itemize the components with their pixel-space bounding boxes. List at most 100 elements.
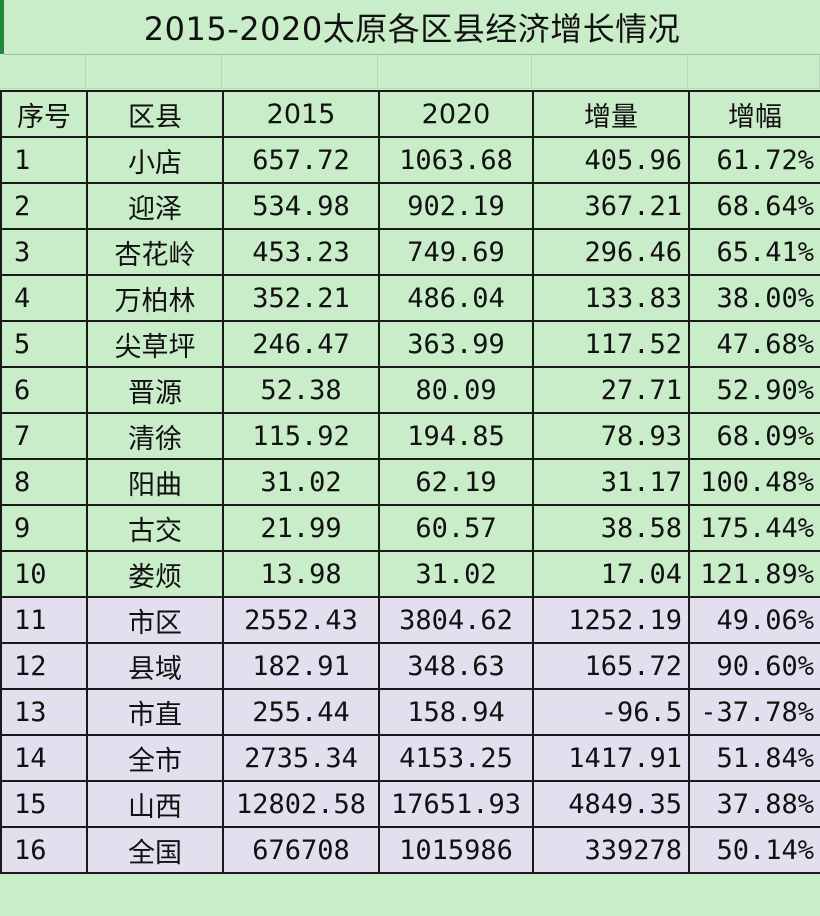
cell-growth-rate[interactable]: 61.72% (688, 136, 820, 184)
cell-district[interactable]: 尖草坪 (86, 320, 224, 368)
cell-index[interactable]: 10 (0, 550, 88, 598)
cell-index[interactable]: 13 (0, 688, 88, 736)
cell-growth-rate[interactable]: 38.00% (688, 274, 820, 322)
cell-2015[interactable]: 352.21 (222, 274, 380, 322)
header-2020[interactable]: 2020 (378, 90, 534, 138)
cell-2015[interactable]: 534.98 (222, 182, 380, 230)
cell-2020[interactable]: 3804.62 (378, 596, 534, 644)
cell-district[interactable]: 全市 (86, 734, 224, 782)
cell-2015[interactable]: 31.02 (222, 458, 380, 506)
cell-district[interactable]: 清徐 (86, 412, 224, 460)
header-district[interactable]: 区县 (86, 90, 224, 138)
cell-2020[interactable]: 486.04 (378, 274, 534, 322)
cell-2020[interactable]: 4153.25 (378, 734, 534, 782)
cell-growth-rate[interactable]: 100.48% (688, 458, 820, 506)
cell-2015[interactable]: 13.98 (222, 550, 380, 598)
cell-2020[interactable]: 1015986 (378, 826, 534, 874)
cell-increase[interactable]: 4849.35 (532, 780, 690, 828)
cell-2015[interactable]: 255.44 (222, 688, 380, 736)
cell-2020[interactable]: 60.57 (378, 504, 534, 552)
cell-2015[interactable]: 21.99 (222, 504, 380, 552)
cell-increase[interactable]: 117.52 (532, 320, 690, 368)
cell-2015[interactable]: 657.72 (222, 136, 380, 184)
cell-growth-rate[interactable]: 65.41% (688, 228, 820, 276)
cell-2020[interactable]: 158.94 (378, 688, 534, 736)
cell-2015[interactable]: 676708 (222, 826, 380, 874)
cell-growth-rate[interactable]: 175.44% (688, 504, 820, 552)
cell-index[interactable]: 9 (0, 504, 88, 552)
cell-increase[interactable]: 27.71 (532, 366, 690, 414)
cell-2020[interactable]: 363.99 (378, 320, 534, 368)
empty-cell[interactable] (222, 55, 378, 89)
cell-2015[interactable]: 453.23 (222, 228, 380, 276)
cell-increase[interactable]: 367.21 (532, 182, 690, 230)
cell-increase[interactable]: 133.83 (532, 274, 690, 322)
cell-2020[interactable]: 31.02 (378, 550, 534, 598)
cell-index[interactable]: 1 (0, 136, 88, 184)
cell-district[interactable]: 万柏林 (86, 274, 224, 322)
cell-growth-rate[interactable]: 51.84% (688, 734, 820, 782)
cell-index[interactable]: 2 (0, 182, 88, 230)
cell-increase[interactable]: 17.04 (532, 550, 690, 598)
cell-index[interactable]: 11 (0, 596, 88, 644)
cell-district[interactable]: 古交 (86, 504, 224, 552)
empty-cell[interactable] (86, 55, 222, 89)
header-2015[interactable]: 2015 (222, 90, 380, 138)
cell-2015[interactable]: 52.38 (222, 366, 380, 414)
cell-2015[interactable]: 115.92 (222, 412, 380, 460)
cell-2020[interactable]: 749.69 (378, 228, 534, 276)
cell-growth-rate[interactable]: 90.60% (688, 642, 820, 690)
cell-2015[interactable]: 12802.58 (222, 780, 380, 828)
cell-index[interactable]: 3 (0, 228, 88, 276)
cell-growth-rate[interactable]: 52.90% (688, 366, 820, 414)
cell-increase[interactable]: 78.93 (532, 412, 690, 460)
cell-index[interactable]: 16 (0, 826, 88, 874)
cell-district[interactable]: 杏花岭 (86, 228, 224, 276)
cell-increase[interactable]: 1252.19 (532, 596, 690, 644)
cell-district[interactable]: 小店 (86, 136, 224, 184)
cell-district[interactable]: 市区 (86, 596, 224, 644)
header-growth-rate[interactable]: 增幅 (688, 90, 820, 138)
cell-index[interactable]: 12 (0, 642, 88, 690)
cell-growth-rate[interactable]: -37.78% (688, 688, 820, 736)
cell-2020[interactable]: 902.19 (378, 182, 534, 230)
cell-2020[interactable]: 194.85 (378, 412, 534, 460)
cell-growth-rate[interactable]: 68.64% (688, 182, 820, 230)
cell-increase[interactable]: 405.96 (532, 136, 690, 184)
cell-2020[interactable]: 80.09 (378, 366, 534, 414)
cell-district[interactable]: 娄烦 (86, 550, 224, 598)
cell-2020[interactable]: 1063.68 (378, 136, 534, 184)
cell-district[interactable]: 市直 (86, 688, 224, 736)
header-increase[interactable]: 增量 (532, 90, 690, 138)
cell-index[interactable]: 14 (0, 734, 88, 782)
cell-increase[interactable]: 339278 (532, 826, 690, 874)
cell-2020[interactable]: 348.63 (378, 642, 534, 690)
cell-district[interactable]: 山西 (86, 780, 224, 828)
cell-index[interactable]: 7 (0, 412, 88, 460)
cell-growth-rate[interactable]: 50.14% (688, 826, 820, 874)
cell-index[interactable]: 8 (0, 458, 88, 506)
cell-district[interactable]: 阳曲 (86, 458, 224, 506)
cell-growth-rate[interactable]: 49.06% (688, 596, 820, 644)
cell-growth-rate[interactable]: 37.88% (688, 780, 820, 828)
cell-district[interactable]: 迎泽 (86, 182, 224, 230)
cell-index[interactable]: 5 (0, 320, 88, 368)
cell-increase[interactable]: 165.72 (532, 642, 690, 690)
cell-index[interactable]: 4 (0, 274, 88, 322)
cell-2015[interactable]: 182.91 (222, 642, 380, 690)
cell-district[interactable]: 县域 (86, 642, 224, 690)
cell-growth-rate[interactable]: 68.09% (688, 412, 820, 460)
cell-2015[interactable]: 2735.34 (222, 734, 380, 782)
cell-index[interactable]: 6 (0, 366, 88, 414)
cell-increase[interactable]: 296.46 (532, 228, 690, 276)
cell-2020[interactable]: 62.19 (378, 458, 534, 506)
cell-increase[interactable]: 31.17 (532, 458, 690, 506)
cell-2020[interactable]: 17651.93 (378, 780, 534, 828)
cell-district[interactable]: 全国 (86, 826, 224, 874)
cell-growth-rate[interactable]: 47.68% (688, 320, 820, 368)
empty-cell[interactable] (532, 55, 688, 89)
cell-2015[interactable]: 2552.43 (222, 596, 380, 644)
empty-cell[interactable] (688, 55, 820, 89)
empty-cell[interactable] (0, 55, 86, 89)
cell-growth-rate[interactable]: 121.89% (688, 550, 820, 598)
